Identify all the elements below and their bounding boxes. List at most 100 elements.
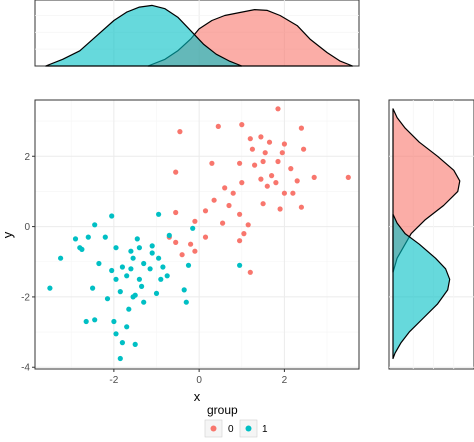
point-group-1	[47, 285, 53, 291]
point-group-1	[102, 234, 108, 240]
point-group-0	[258, 176, 264, 182]
point-group-0	[281, 141, 287, 147]
point-group-0	[188, 241, 194, 247]
legend: group 0 1	[204, 403, 268, 438]
y-tick-label: 2	[24, 152, 30, 163]
point-group-1	[156, 211, 162, 217]
point-group-1	[158, 276, 164, 282]
point-group-1	[136, 245, 142, 251]
point-group-1	[79, 246, 85, 252]
legend-dot-0	[210, 425, 217, 432]
point-group-1	[153, 290, 160, 296]
top-density-panel	[34, 0, 360, 67]
point-group-0	[220, 220, 226, 226]
point-group-0	[311, 174, 317, 180]
point-group-0	[173, 239, 179, 245]
y-tick-label: 0	[24, 222, 30, 233]
point-group-1	[147, 266, 153, 272]
point-group-0	[298, 125, 304, 131]
point-group-1	[124, 273, 130, 279]
point-group-1	[117, 289, 123, 295]
legend-label-1: 1	[262, 424, 268, 435]
point-group-0	[277, 206, 283, 212]
point-group-1	[149, 250, 155, 256]
point-group-0	[247, 136, 253, 142]
point-group-0	[237, 211, 243, 217]
point-group-1	[164, 273, 170, 279]
point-group-0	[226, 202, 232, 209]
point-group-1	[136, 276, 142, 282]
scatter-border	[34, 99, 360, 370]
x-tick-label: -2	[109, 375, 118, 386]
point-group-0	[237, 238, 243, 244]
point-group-1	[58, 255, 64, 261]
point-group-1	[119, 264, 125, 270]
point-group-0	[209, 160, 215, 166]
point-group-0	[241, 231, 247, 237]
scatter-points	[47, 106, 351, 362]
point-group-0	[173, 209, 179, 216]
point-group-0	[262, 150, 268, 156]
point-group-1	[141, 260, 147, 267]
y-axis-title: y	[0, 231, 15, 238]
point-group-0	[252, 162, 258, 168]
y-tick-label: -4	[21, 363, 30, 374]
point-group-0	[237, 160, 243, 166]
point-group-0	[264, 183, 270, 189]
point-group-0	[279, 150, 285, 156]
scatter-panel: -2 0 2 -4 -2 0 2	[21, 99, 360, 386]
point-group-1	[119, 340, 125, 346]
point-group-1	[72, 236, 79, 242]
point-group-0	[173, 169, 179, 175]
right-density-group-1	[392, 213, 451, 360]
scatter-background	[35, 100, 359, 369]
point-group-1	[104, 296, 111, 302]
point-group-0	[247, 269, 253, 275]
top-density-areas	[45, 4, 354, 67]
point-group-1	[126, 306, 132, 312]
point-group-0	[260, 158, 266, 165]
point-group-0	[260, 201, 266, 207]
point-group-0	[273, 180, 279, 186]
point-group-0	[192, 248, 198, 254]
point-group-0	[239, 180, 245, 186]
point-group-0	[230, 190, 236, 196]
x-tick-label: 0	[196, 375, 202, 386]
legend-label-0: 0	[228, 424, 234, 435]
point-group-0	[281, 190, 287, 196]
point-group-1	[113, 331, 119, 337]
top-density-group-1	[45, 4, 243, 67]
point-group-0	[298, 204, 304, 210]
point-group-1	[141, 299, 147, 305]
point-group-0	[290, 190, 296, 196]
point-group-1	[85, 234, 91, 240]
x-axis-title: x	[194, 389, 201, 404]
point-group-1	[117, 355, 123, 362]
point-group-0	[215, 123, 221, 129]
y-tick-label: -2	[21, 292, 30, 303]
point-group-1	[181, 287, 187, 293]
point-group-0	[192, 218, 198, 224]
point-group-0	[258, 134, 264, 140]
point-group-1	[113, 245, 119, 251]
point-group-0	[275, 106, 281, 112]
point-group-1	[96, 260, 102, 267]
point-group-0	[275, 158, 281, 165]
point-group-0	[202, 208, 209, 214]
point-group-0	[269, 173, 275, 179]
legend-title: group	[207, 403, 238, 417]
point-group-0	[294, 178, 300, 184]
point-group-1	[156, 255, 162, 261]
point-group-0	[301, 146, 307, 152]
point-group-1	[166, 232, 172, 238]
point-group-1	[190, 225, 196, 231]
point-group-1	[183, 299, 189, 305]
point-group-1	[83, 318, 89, 325]
point-group-1	[128, 266, 134, 272]
point-group-1	[92, 317, 98, 323]
point-group-1	[237, 262, 243, 268]
point-group-0	[266, 139, 273, 145]
point-group-1	[113, 276, 119, 282]
right-density-areas	[392, 108, 461, 360]
point-group-1	[128, 248, 134, 254]
